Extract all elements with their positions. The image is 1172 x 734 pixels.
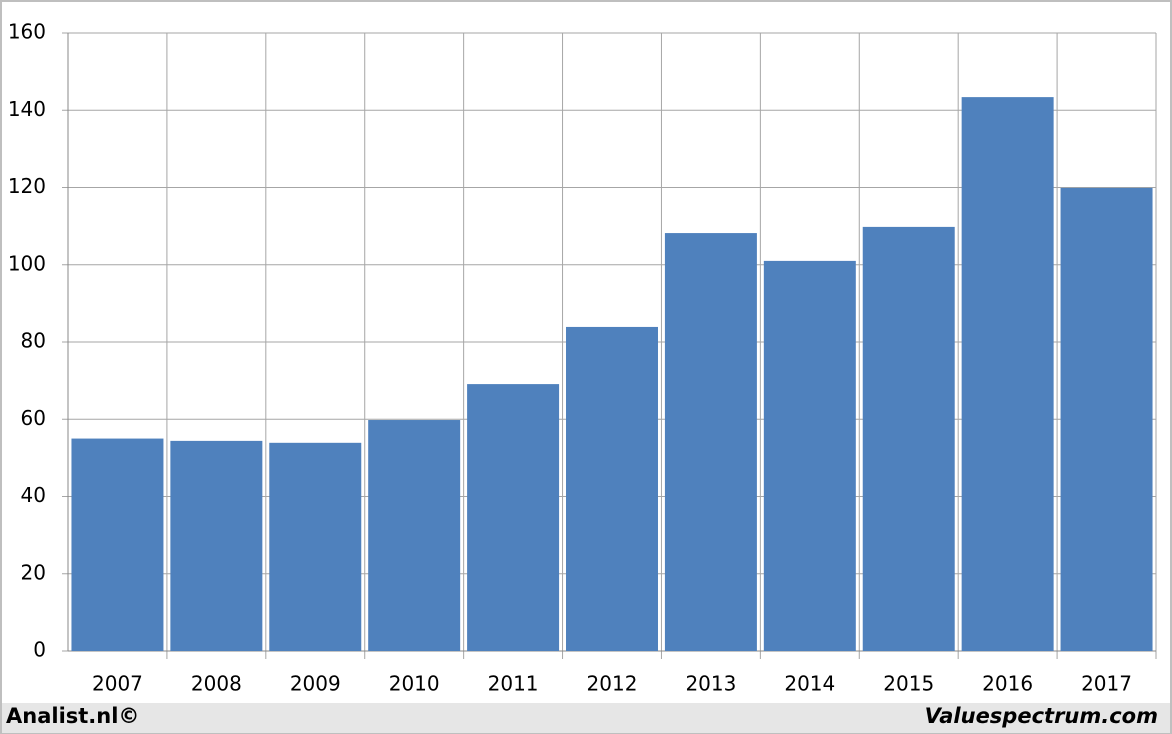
x-tick-label: 2011: [488, 672, 539, 696]
x-tick-label: 2010: [389, 672, 440, 696]
bar: [269, 442, 362, 651]
x-tick-label: 2016: [982, 672, 1033, 696]
bar: [961, 97, 1054, 652]
x-tick-label: 2013: [685, 672, 736, 696]
x-tick-label: 2008: [191, 672, 242, 696]
x-tick-label: 2015: [883, 672, 934, 696]
x-tick-label: 2009: [290, 672, 341, 696]
bar: [566, 326, 658, 651]
bar: [1060, 187, 1153, 652]
bar: [467, 384, 560, 651]
bar: [664, 233, 757, 651]
y-tick-label: 0: [33, 638, 46, 662]
y-tick-label: 40: [21, 483, 46, 507]
footer-band: [2, 703, 1170, 733]
y-tick-label: 120: [8, 174, 46, 198]
y-tick-label: 100: [8, 251, 46, 275]
bar: [170, 440, 263, 651]
bar: [862, 226, 955, 651]
y-tick-label: 60: [21, 406, 46, 430]
y-tick-label: 160: [8, 20, 46, 44]
y-tick-label: 20: [21, 560, 46, 584]
bar: [368, 420, 461, 651]
footer-left: Analist.nl©: [6, 704, 139, 728]
footer-right: Valuespectrum.com: [925, 704, 1158, 728]
x-tick-label: 2014: [784, 672, 835, 696]
x-tick-label: 2012: [587, 672, 638, 696]
y-tick-label: 140: [8, 97, 46, 121]
x-tick-label: 2007: [92, 672, 143, 696]
bar: [71, 438, 164, 651]
x-tick-label: 2017: [1081, 672, 1132, 696]
bar: [763, 260, 856, 651]
y-tick-label: 80: [21, 329, 46, 353]
